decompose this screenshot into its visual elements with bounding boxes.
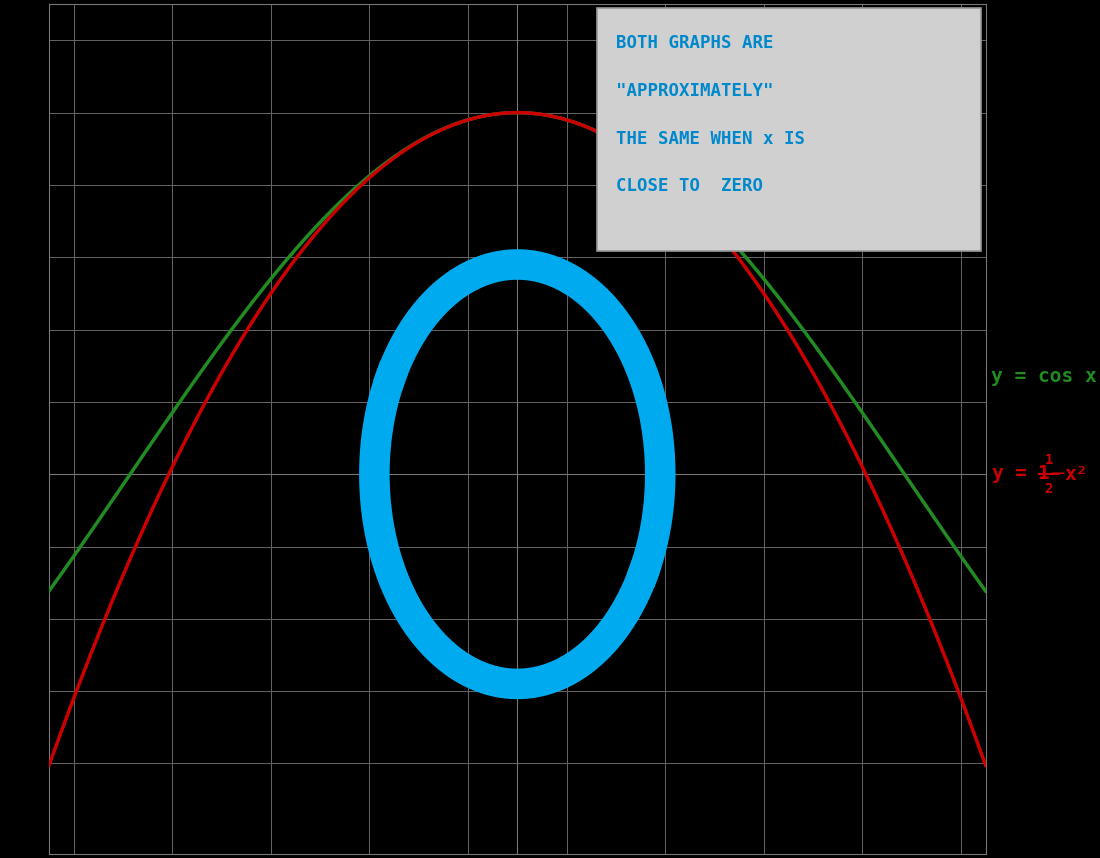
Text: y = cos x: y = cos x	[990, 367, 1097, 386]
Text: 1: 1	[1044, 453, 1053, 467]
Text: THE SAME WHEN x IS: THE SAME WHEN x IS	[616, 130, 805, 148]
Text: y = 1$-$: y = 1$-$	[990, 463, 1066, 485]
Text: x²: x²	[1065, 465, 1088, 484]
Text: CLOSE TO  ZERO: CLOSE TO ZERO	[616, 178, 762, 196]
Text: 2: 2	[1044, 481, 1053, 496]
Text: "APPROXIMATELY": "APPROXIMATELY"	[616, 82, 773, 100]
FancyBboxPatch shape	[597, 9, 981, 251]
Text: BOTH GRAPHS ARE: BOTH GRAPHS ARE	[616, 34, 773, 51]
